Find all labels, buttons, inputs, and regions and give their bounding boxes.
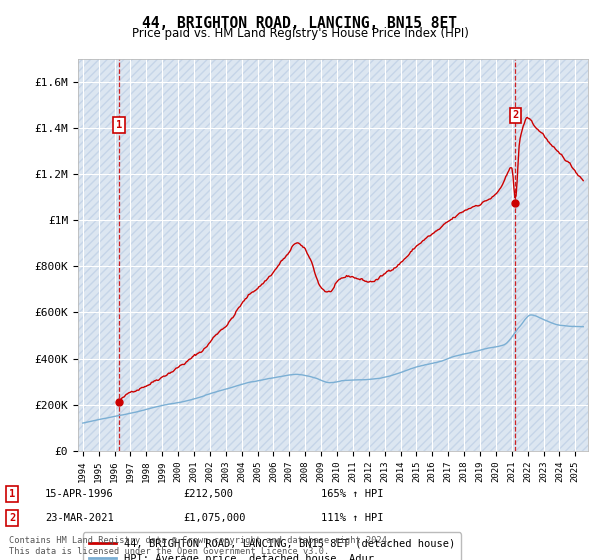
Text: Contains HM Land Registry data © Crown copyright and database right 2024.
This d: Contains HM Land Registry data © Crown c…	[9, 536, 392, 556]
Legend: 44, BRIGHTON ROAD, LANCING, BN15 8ET (detached house), HPI: Average price, detac: 44, BRIGHTON ROAD, LANCING, BN15 8ET (de…	[83, 533, 461, 560]
Text: £1,075,000: £1,075,000	[183, 513, 245, 523]
Text: 1: 1	[116, 120, 122, 130]
Text: 2: 2	[9, 513, 15, 523]
Text: 111% ↑ HPI: 111% ↑ HPI	[321, 513, 383, 523]
Text: Price paid vs. HM Land Registry's House Price Index (HPI): Price paid vs. HM Land Registry's House …	[131, 27, 469, 40]
Text: £212,500: £212,500	[183, 489, 233, 499]
Text: 165% ↑ HPI: 165% ↑ HPI	[321, 489, 383, 499]
Text: 23-MAR-2021: 23-MAR-2021	[45, 513, 114, 523]
Text: 1: 1	[9, 489, 15, 499]
Text: 44, BRIGHTON ROAD, LANCING, BN15 8ET: 44, BRIGHTON ROAD, LANCING, BN15 8ET	[143, 16, 458, 31]
Text: 2: 2	[512, 110, 518, 120]
Text: 15-APR-1996: 15-APR-1996	[45, 489, 114, 499]
